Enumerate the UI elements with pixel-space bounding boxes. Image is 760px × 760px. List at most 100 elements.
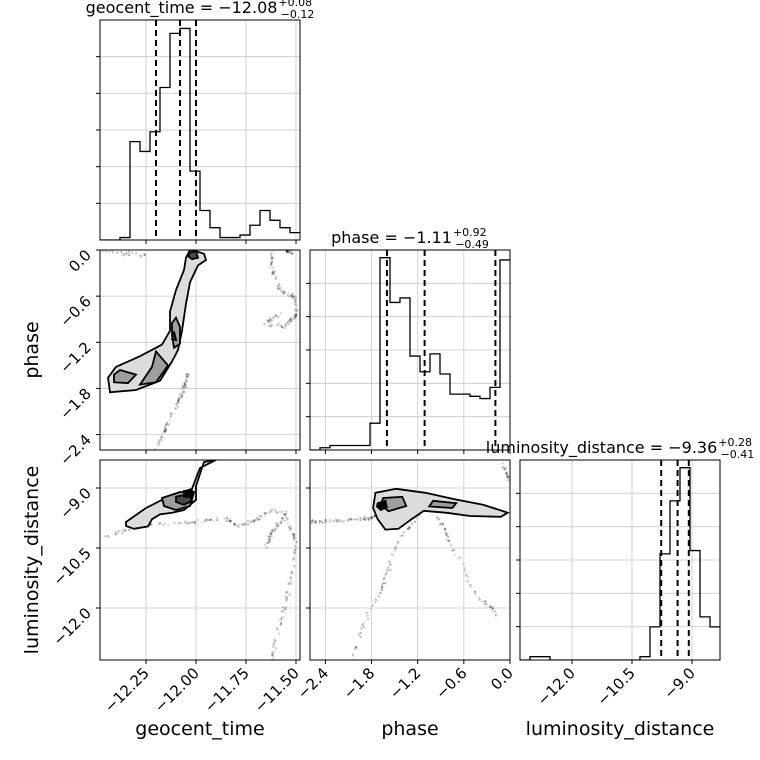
sample-point [354,646,357,649]
sample-point [285,516,288,519]
sample-point [360,627,363,630]
sample-point [292,296,295,299]
sample-point [289,294,292,297]
sample-point [163,429,166,432]
sample-point [268,535,271,538]
sample-point [283,324,286,327]
sample-point [283,611,286,615]
sample-point [280,521,283,524]
sample-point [226,519,229,523]
sample-point [483,600,487,603]
sample-point [407,528,410,531]
sample-point [290,295,294,298]
sample-point [294,548,297,551]
sample-point [390,563,393,567]
sample-point [395,544,398,547]
sample-point [321,521,324,525]
sample-point [177,399,180,402]
sample-point [445,534,448,537]
sample-point [274,640,277,643]
sample-point [359,519,362,522]
sample-point [163,427,166,430]
sample-point [158,443,161,446]
sample-point [293,533,296,536]
sample-point [359,631,363,635]
sample-point [285,250,288,253]
sample-point [462,563,465,566]
sample-point [318,519,321,522]
sample-point [268,539,271,542]
sample-point [292,295,295,298]
sample-point [383,574,386,577]
sample-point [280,622,283,625]
sample-point [293,300,297,303]
sample-point [264,514,267,517]
sample-point [387,566,390,569]
sample-point [407,525,410,528]
y-axis-label-phase: phase [21,321,43,378]
sample-point [181,396,184,399]
sample-point [354,645,357,648]
sample-point [208,519,211,522]
sample-point [291,292,294,295]
sample-point [272,273,276,276]
sample-point [439,517,442,520]
sample-point [443,526,446,530]
contour-level [372,487,510,531]
sample-point [399,534,402,538]
sample-point [376,592,379,596]
sample-point [274,646,277,650]
sample-point [506,475,509,478]
sample-point [343,520,346,523]
sample-point [366,614,369,617]
sample-point [273,643,276,646]
sample-point [117,529,120,533]
sample-point [473,590,476,593]
sample-point [263,323,266,326]
sample-point [258,518,262,521]
sample-point [311,519,314,522]
sample-point [247,520,250,523]
sample-point [269,266,272,269]
sample-point [318,522,321,525]
sample-point [264,543,267,546]
sample-point [441,523,444,527]
sample-point [279,312,282,315]
y-tick-label: −2.4 [56,431,94,469]
sample-point [241,523,244,526]
sample-point [165,422,168,425]
x-axis-label-geocent_time: geocent_time [135,718,264,740]
sample-point [349,517,352,520]
sample-point [122,254,125,257]
sample-point [280,511,283,514]
sample-point [415,517,418,520]
sample-point [440,523,443,526]
sample-point [274,525,277,528]
sample-point [272,271,275,274]
sample-point [270,256,273,260]
sample-point [183,521,186,525]
sample-point [289,580,292,584]
sample-point [123,529,127,532]
sample-point [185,375,189,379]
sample-point [280,520,283,523]
sample-point [465,573,468,576]
sample-point [285,600,288,603]
panel-luminosity_distance-vs-geocent_time: −12.25−12.00−11.75−11.50−12.0−10.5−9.0 [50,459,303,716]
sample-point [283,291,286,294]
sample-point [351,653,355,656]
sample-point [331,519,334,522]
sample-point [493,610,496,613]
sample-point [256,516,259,519]
sample-point [287,251,290,255]
sample-point [289,317,292,320]
sample-point [394,546,397,549]
sample-point [396,540,399,543]
sample-point [229,520,232,523]
sample-point [278,287,281,290]
sample-point [347,518,350,522]
sample-point [507,479,510,482]
panel-phase-vs-phase: phase = −1.11+0.92 −0.49 [306,226,511,454]
panel-phase-vs-geocent_time: −2.4 −1.8 −1.2 −0.6 0.0 [56,246,301,469]
sample-point [450,540,453,543]
